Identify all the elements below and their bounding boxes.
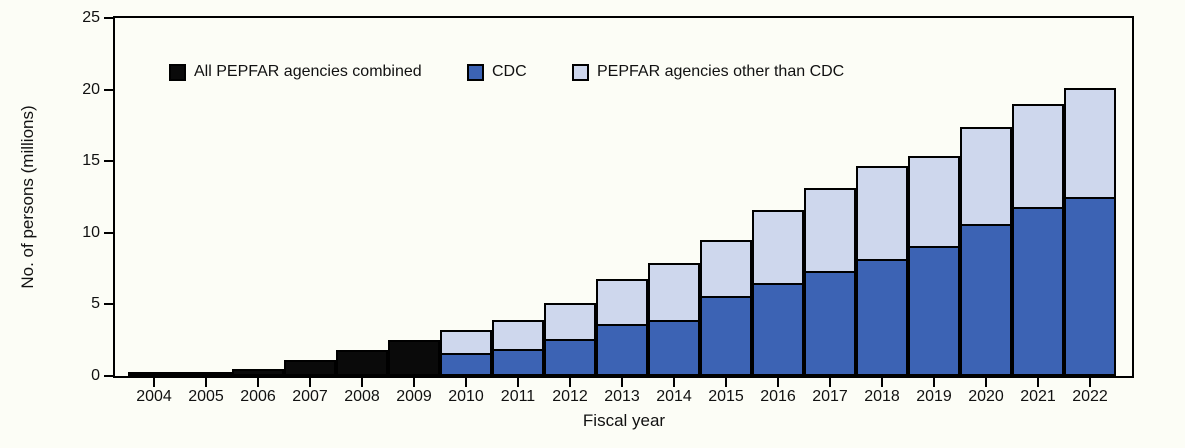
bar-2007-all-pepfar-agencies-combined [284,360,336,376]
x-tick-label-2008: 2008 [344,388,380,405]
bar-2008-all-pepfar-agencies-combined [336,350,388,376]
y-tick-0 [104,375,113,377]
bar-2010-pepfar-agencies-other-than-cdc [440,330,492,356]
x-tick-2005 [205,378,207,387]
y-tick-label-10: 10 [82,223,100,241]
x-tick-2018 [881,378,883,387]
bars-container [115,18,1132,376]
x-tick-label-2005: 2005 [188,388,224,405]
bar-2017-cdc [804,271,856,376]
x-tick-2006 [257,378,259,387]
bar-2021-pepfar-agencies-other-than-cdc [1012,103,1064,210]
x-tick-2007 [309,378,311,387]
bar-2013-cdc [596,324,648,376]
bar-2019-cdc [908,245,960,376]
x-tick-2019 [933,378,935,387]
bar-2014-pepfar-agencies-other-than-cdc [648,262,700,323]
x-tick-2020 [985,378,987,387]
bar-2011-pepfar-agencies-other-than-cdc [492,320,544,351]
bar-2016-cdc [752,282,804,376]
x-tick-2017 [829,378,831,387]
x-tick-2014 [673,378,675,387]
bar-2014-cdc [648,320,700,376]
x-tick-label-2009: 2009 [396,388,432,405]
y-tick-label-25: 25 [82,9,100,26]
bar-2018-pepfar-agencies-other-than-cdc [856,165,908,261]
bar-2015-pepfar-agencies-other-than-cdc [700,239,752,298]
x-tick-2009 [413,378,415,387]
bar-2005-all-pepfar-agencies-combined [180,372,232,376]
y-tick-5 [104,303,113,306]
x-tick-label-2014: 2014 [656,388,692,405]
bar-2017-pepfar-agencies-other-than-cdc [804,188,856,274]
bar-2022-pepfar-agencies-other-than-cdc [1064,88,1116,199]
bar-2019-pepfar-agencies-other-than-cdc [908,155,960,248]
bar-2012-cdc [544,338,596,376]
x-tick-2010 [465,378,467,387]
x-tick-label-2012: 2012 [552,388,588,405]
x-tick-label-2018: 2018 [864,388,900,405]
bar-2013-pepfar-agencies-other-than-cdc [596,278,648,327]
x-tick-label-2022: 2022 [1072,388,1108,405]
x-tick-label-2007: 2007 [292,388,328,405]
y-tick-label-5: 5 [91,295,100,313]
bar-2021-cdc [1012,207,1064,376]
x-tick-label-2015: 2015 [708,388,744,405]
legend-item-cdc: CDC [467,63,527,81]
y-tick-25 [104,17,113,19]
x-tick-2012 [569,378,571,387]
x-tick-label-2013: 2013 [604,388,640,405]
bar-2011-cdc [492,348,544,376]
bar-2004-all-pepfar-agencies-combined [128,372,180,376]
x-tick-label-2006: 2006 [240,388,276,405]
legend-swatch-all-pepfar [169,63,186,81]
x-tick-2015 [725,378,727,387]
bar-2010-cdc [440,353,492,376]
plot-area [113,16,1134,378]
x-tick-label-2020: 2020 [968,388,1004,405]
x-tick-2021 [1037,378,1039,387]
y-tick-10 [104,231,113,234]
bar-2016-pepfar-agencies-other-than-cdc [752,209,804,285]
x-tick-2011 [517,378,519,387]
y-tick-label-15: 15 [82,152,100,170]
y-tick-20 [104,88,113,91]
x-tick-label-2011: 2011 [500,388,536,405]
legend-swatch-cdc [467,63,484,81]
legend-label-cdc: CDC [492,63,527,80]
bar-2015-cdc [700,295,752,376]
x-tick-2016 [777,378,779,387]
y-tick-15 [104,160,113,163]
x-tick-label-2004: 2004 [136,388,172,405]
legend-label-other-pepfar: PEPFAR agencies other than CDC [597,63,845,80]
y-tick-label-20: 20 [82,80,100,98]
x-tick-label-2019: 2019 [916,388,952,405]
x-tick-2022 [1089,378,1091,387]
legend-item-all-pepfar: All PEPFAR agencies combined [169,63,422,81]
x-axis-title: Fiscal year [582,411,666,430]
x-tick-label-2016: 2016 [760,388,796,405]
x-tick-label-2021: 2021 [1020,388,1056,405]
bar-2018-cdc [856,258,908,376]
bar-2009-all-pepfar-agencies-combined [388,340,440,376]
legend-item-other-pepfar: PEPFAR agencies other than CDC [572,63,844,81]
x-tick-2008 [361,378,363,387]
x-tick-2004 [153,378,155,387]
bar-2020-cdc [960,224,1012,376]
bar-2006-all-pepfar-agencies-combined [232,368,284,376]
x-tick-label-2017: 2017 [812,388,848,405]
bar-2012-pepfar-agencies-other-than-cdc [544,302,596,341]
y-axis-title: No. of persons (millions) [18,105,37,289]
legend-label-all-pepfar: All PEPFAR agencies combined [194,63,422,80]
bar-2022-cdc [1064,197,1116,376]
legend-swatch-other-pepfar [572,63,589,81]
y-tick-label-0: 0 [91,367,100,384]
bar-2020-pepfar-agencies-other-than-cdc [960,126,1012,227]
x-tick-label-2010: 2010 [448,388,484,405]
x-tick-2013 [621,378,623,387]
